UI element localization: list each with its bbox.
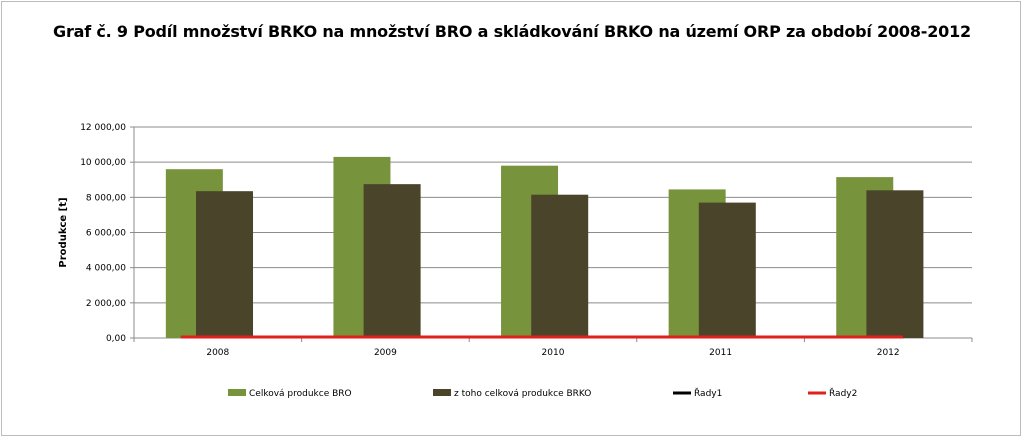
x-tick-label: 2012 — [877, 348, 900, 358]
y-tick-label: 0,00 — [106, 334, 126, 344]
bar-brko — [698, 202, 756, 338]
legend-label: Řady1 — [694, 388, 722, 399]
bar-brko — [363, 184, 421, 338]
y-tick-label: 2 000,00 — [86, 299, 126, 309]
x-tick-label: 2009 — [374, 348, 397, 358]
x-tick-label: 2010 — [542, 348, 565, 358]
y-tick-label: 4 000,00 — [86, 264, 126, 274]
y-tick-label: 10 000,00 — [80, 158, 126, 168]
legend-label: z toho celková produkce BRKO — [454, 389, 591, 399]
x-tick-label: 2008 — [206, 348, 229, 358]
legend-swatch — [433, 389, 451, 396]
legend-label: Celková produkce BRO — [249, 389, 352, 399]
bar-brko — [196, 191, 254, 338]
legend-swatch — [228, 389, 246, 396]
legend-label: Řady2 — [829, 388, 857, 399]
chart-title: Graf č. 9 Podíl množství BRKO na množstv… — [53, 22, 971, 41]
bar-brko — [866, 190, 924, 338]
bar-brko — [531, 194, 589, 338]
y-axis-label: Produkce [t] — [58, 197, 69, 267]
y-tick-label: 12 000,00 — [80, 123, 126, 133]
y-tick-label: 8 000,00 — [86, 193, 126, 203]
x-tick-label: 2011 — [709, 348, 732, 358]
y-tick-label: 6 000,00 — [86, 229, 126, 239]
